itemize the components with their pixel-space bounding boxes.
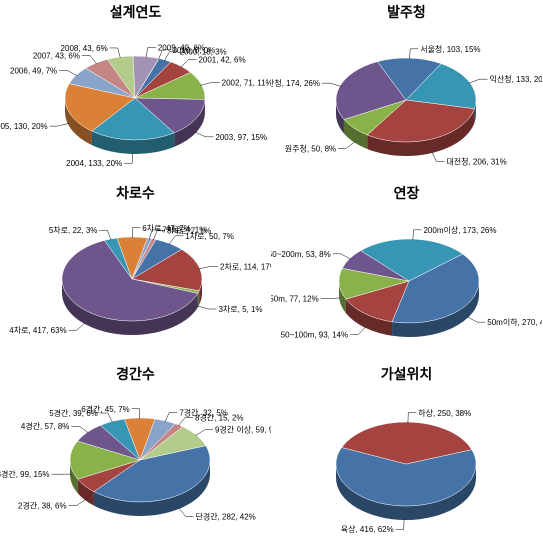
pie-chart: 육상, 416, 62% 하상, 250, 38% [271, 362, 542, 543]
slice-label: 50m이하, 270, 40% [487, 317, 542, 327]
chart-wrap: 1차로, 50, 7%2차로, 114, 17%3차로, 5, 1%4차로, 4… [0, 181, 271, 362]
chart-cell: 발주청익산청, 133, 20%대전청, 206, 31%원주청, 50, 8%… [271, 0, 542, 181]
slice-label: 2경간, 38, 6% [18, 501, 67, 511]
slice-label: 단경간, 282, 42% [195, 511, 255, 521]
slice-label: 8차로, 7, 1% [167, 226, 211, 235]
slice-label: 9경간 이상, 59, 9% [215, 425, 271, 435]
chart-wrap: 단경간, 282, 42% 2경간, 38, 6% 3경간, 99, 15% 4경간,… [0, 362, 271, 543]
pie-chart: 익산청, 133, 20% 대전청, 206, 31% 원주청, 50, 8% 부산청… [271, 0, 542, 181]
charts-grid: 설계연도2000, 18, 3%2001, 42, 6%2002, 71, 11… [0, 0, 543, 545]
slice-label: 100~150m, 77, 12% [271, 295, 319, 304]
chart-cell: 설계연도2000, 18, 3%2001, 42, 6%2002, 71, 11… [0, 0, 271, 181]
chart-cell: 연장50m이하, 270, 40%50~100m, 93, 14%100~150… [271, 181, 542, 362]
slice-label: 원주청, 50, 8% [285, 144, 336, 153]
slice-label: 부산청, 174, 26% [271, 78, 320, 88]
slice-label: 2001, 42, 6% [198, 56, 245, 65]
slice-label: 육상, 416, 62% [341, 524, 394, 534]
slice-label: 6경간, 45, 7% [81, 404, 130, 414]
chart-wrap: 2000, 18, 3%2001, 42, 6%2002, 71, 11%200… [0, 0, 271, 181]
slice-label: 2010, 0, 0% [173, 46, 216, 55]
slice-label: 2002, 71, 11% [222, 78, 271, 87]
chart-cell: 경간수단경간, 282, 42%2경간, 38, 6%3경간, 99, 15%4… [0, 362, 271, 543]
slice-label: 2004, 133, 20% [66, 159, 122, 168]
slice-label: 3차로, 5, 1% [218, 305, 262, 314]
slice-label: 200m이상, 173, 26% [423, 225, 496, 235]
chart-wrap: 육상, 416, 62% 하상, 250, 38% [271, 362, 542, 543]
chart-wrap: 50m이하, 270, 40% 50~100m, 93, 14% 100~150m,… [271, 181, 542, 362]
slice-label: 50~100m, 93, 14% [281, 331, 348, 340]
slice-label: 2차로, 114, 17% [220, 262, 271, 271]
slice-label: 대전청, 206, 31% [446, 156, 506, 166]
pie-chart: 단경간, 282, 42% 2경간, 38, 6% 3경간, 99, 15% 4경간,… [0, 362, 271, 543]
chart-wrap: 익산청, 133, 20% 대전청, 206, 31% 원주청, 50, 8% 부산청… [271, 0, 542, 181]
chart-cell: 가설위치육상, 416, 62%하상, 250, 38% [271, 362, 542, 543]
pie-chart: 2000, 18, 3%2001, 42, 6%2002, 71, 11%200… [0, 0, 271, 181]
slice-label: 4경간, 57, 8% [21, 421, 70, 431]
chart-cell: 차로수1차로, 50, 7%2차로, 114, 17%3차로, 5, 1%4차로… [0, 181, 271, 362]
slice-label: 150~200m, 53, 8% [271, 250, 331, 259]
slice-label: 5차로, 22, 3% [49, 226, 98, 235]
slice-label: 2008, 43, 6% [61, 44, 108, 53]
slice-label: 3경간, 99, 15% [0, 469, 50, 479]
slice-label: 하상, 250, 38% [418, 408, 471, 418]
slice-label: 2006, 49, 7% [10, 66, 57, 75]
pie-chart: 50m이하, 270, 40% 50~100m, 93, 14% 100~150m,… [271, 181, 542, 362]
slice-label: 8경간, 15, 2% [195, 413, 244, 423]
pie-chart: 1차로, 50, 7%2차로, 114, 17%3차로, 5, 1%4차로, 4… [0, 181, 271, 362]
slice-label: 2005, 130, 20% [0, 122, 48, 131]
slice-label: 익산청, 133, 20% [490, 74, 542, 84]
slice-label: 2003, 97, 15% [215, 133, 267, 142]
slice-label: 서울청, 103, 15% [420, 45, 480, 54]
slice-label: 4차로, 417, 63% [9, 326, 66, 335]
